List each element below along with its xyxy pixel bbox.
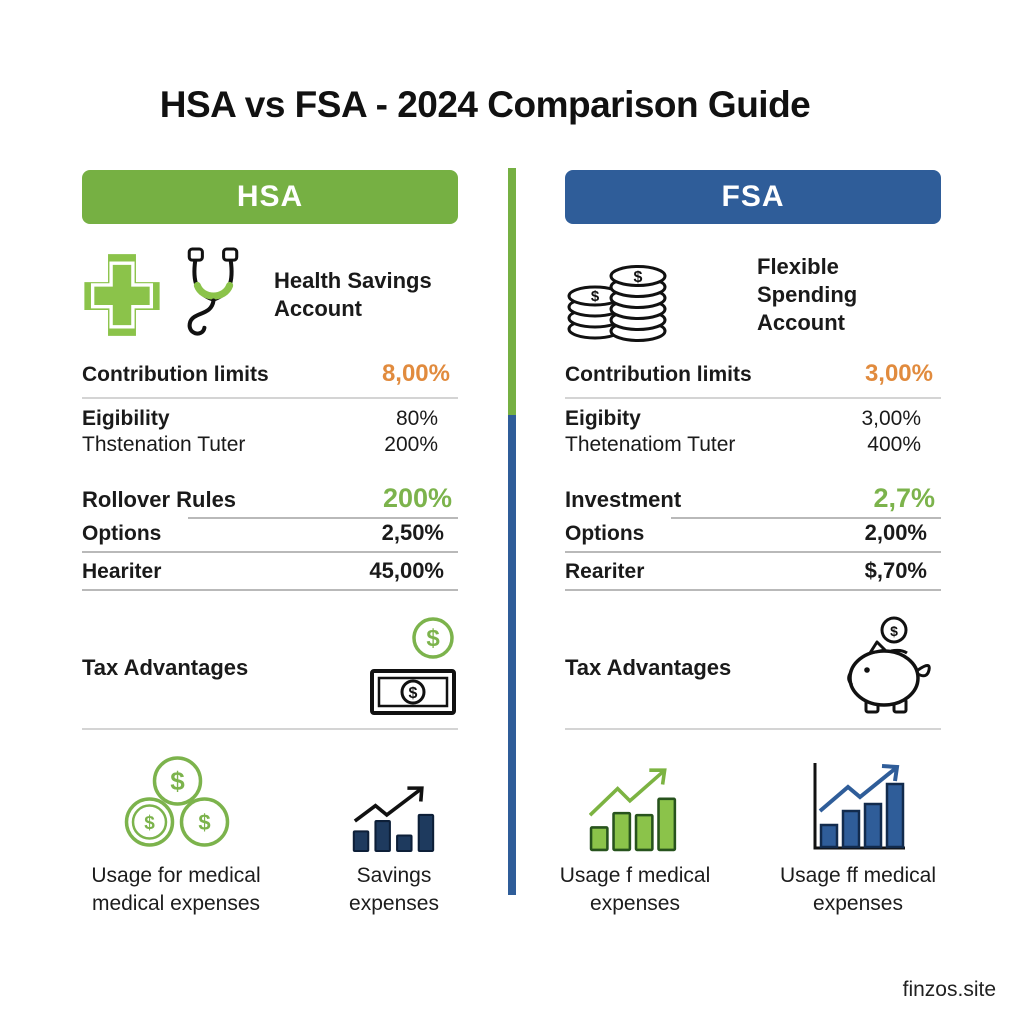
fsa-tax-row: Tax Advantages $ [565, 615, 941, 730]
row-label: Eigibility [82, 407, 170, 430]
divider-line [565, 589, 941, 591]
medical-cross-stethoscope-icon [82, 247, 274, 343]
three-coins-icon: $ $ $ [82, 756, 270, 852]
fsa-account-row: $ $ Flexible Spending Account [565, 246, 941, 344]
hsa-usage-section: $ $ $ Usage for medical medical expenses [82, 756, 458, 918]
divider-line [82, 589, 458, 591]
svg-text:$: $ [591, 288, 600, 305]
row-label: Thetenatiom Tuter [565, 433, 736, 456]
tax-advantages-label: Tax Advantages [565, 654, 732, 680]
table-row: Eigibility 80% [82, 407, 458, 431]
svg-text:$: $ [890, 623, 898, 639]
row-label: Contribution limits [82, 363, 269, 386]
list-item: $ $ $ Usage for medical medical expenses [82, 756, 270, 918]
table-row: Thstenation Tuter 200% [82, 433, 458, 457]
column-divider-green [508, 168, 516, 415]
fsa-banner: FSA [565, 170, 941, 224]
list-item: Usage f medical expenses [541, 758, 729, 918]
row-label: Heariter [82, 560, 162, 583]
svg-text:$: $ [144, 813, 155, 834]
row-value: 3,00% [861, 407, 921, 430]
row-value: 200% [382, 483, 452, 513]
blue-growth-chart-icon [764, 758, 952, 852]
table-row: Investment 2,7% [565, 483, 941, 514]
row-label: Thstenation Tuter [82, 433, 246, 456]
row-label: Investment [565, 487, 682, 512]
table-row: Eigibity 3,00% [565, 407, 941, 431]
fsa-details-section-1: Contribution limits 3,00% Eigibity 3,00%… [565, 360, 941, 457]
row-label: Contribution limits [565, 363, 752, 386]
tax-advantages-label: Tax Advantages [82, 654, 249, 680]
fsa-account-name: Flexible Spending Account [757, 254, 858, 335]
hsa-tax-icons: $ $ [370, 615, 458, 720]
divider-line [188, 517, 458, 519]
svg-text:$: $ [426, 625, 440, 652]
fsa-details-section-2: Investment 2,7% Options 2,00% Reariter $… [565, 483, 941, 591]
divider-line [565, 551, 941, 553]
row-value: $,70% [864, 558, 927, 583]
row-label: Eigibity [565, 407, 641, 430]
hsa-account-row: Health Savings Account [82, 246, 458, 344]
green-growth-chart-icon [541, 758, 729, 852]
row-value: 200% [384, 433, 438, 456]
usage-caption: Usage for medical medical expenses [91, 864, 261, 915]
row-value: 2,00% [864, 520, 927, 545]
svg-text:$: $ [634, 269, 643, 286]
usage-caption: Usage f medical expenses [559, 864, 711, 915]
row-value: 400% [867, 433, 921, 456]
table-row: Thetenatiom Tuter 400% [565, 433, 941, 457]
svg-text:$: $ [409, 685, 418, 702]
row-value: 8,00% [381, 360, 450, 387]
usage-caption: Savings expenses [349, 864, 439, 915]
row-value: 80% [395, 407, 438, 430]
fsa-tax-icons: $ [834, 615, 941, 720]
row-value: 2,7% [873, 483, 935, 513]
list-item: Usage ff medical expenses [764, 758, 952, 918]
hsa-account-name: Health Savings Account [274, 268, 432, 321]
table-row: Options 2,00% [565, 520, 941, 546]
hsa-details-section-2: Rollover Rules 200% Options 2,50% Hearit… [82, 483, 458, 591]
row-value: 3,00% [864, 360, 933, 387]
usage-caption: Usage ff medical expenses [779, 864, 937, 915]
hsa-tax-row: Tax Advantages $ $ [82, 615, 458, 730]
row-label: Rollover Rules [82, 487, 237, 512]
hsa-details-section-1: Contribution limits 8,00% Eigibility 80%… [82, 360, 458, 457]
hsa-banner: HSA [82, 170, 458, 224]
column-divider-blue [508, 415, 516, 895]
piggy-bank-icon: $ [834, 615, 939, 720]
dollar-bill-icon: $ [370, 669, 456, 720]
divider-line [82, 551, 458, 553]
site-watermark: finzos.site [902, 978, 996, 1001]
navy-bar-trend-icon [300, 758, 488, 852]
fsa-column: FSA $ $ Flexible [560, 170, 941, 918]
row-value: 2,50% [381, 520, 444, 545]
table-row: Contribution limits 8,00% [82, 360, 458, 399]
list-item: Savings expenses [300, 758, 488, 918]
row-label: Options [82, 522, 162, 545]
row-label: Reariter [565, 560, 645, 583]
table-row: Reariter $,70% [565, 558, 941, 584]
svg-text:$: $ [170, 766, 185, 796]
row-label: Options [565, 522, 645, 545]
page-title: HSA vs FSA - 2024 Comparison Guide [159, 84, 811, 125]
divider-line [671, 517, 941, 519]
fsa-usage-section: Usage f medical expenses [560, 758, 941, 918]
svg-text:$: $ [198, 810, 210, 835]
table-row: Rollover Rules 200% [82, 483, 458, 514]
table-row: Options 2,50% [82, 520, 458, 546]
dollar-coin-icon: $ [410, 615, 456, 666]
hsa-column: HSA Health Savings Account [82, 170, 458, 918]
table-row: Contribution limits 3,00% [565, 360, 941, 399]
coin-stacks-icon: $ $ [565, 248, 757, 342]
row-value: 45,00% [369, 558, 444, 583]
table-row: Heariter 45,00% [82, 558, 458, 584]
